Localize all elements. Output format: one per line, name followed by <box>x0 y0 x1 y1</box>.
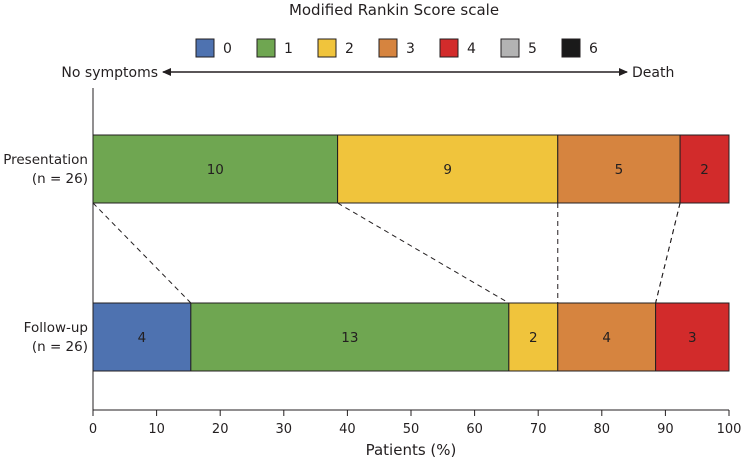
x-tick-label-30: 30 <box>276 422 293 437</box>
legend-label-0: 0 <box>223 41 232 57</box>
legend-label-1: 1 <box>284 41 293 57</box>
connector-score-4 <box>655 202 681 304</box>
scale-left-label: No symptoms <box>61 65 158 81</box>
bar-segment-label-row1-score-4: 3 <box>688 330 697 346</box>
bar-segment-row1-score-0 <box>92 302 192 372</box>
connector-score-4-start <box>655 202 681 304</box>
bar-segment-row0-score-2 <box>337 134 559 204</box>
x-tick-label-90: 90 <box>657 422 674 437</box>
row-label-0-n: (n = 26) <box>32 171 88 187</box>
x-tick-label-70: 70 <box>530 422 547 437</box>
x-tick-label-50: 50 <box>403 422 420 437</box>
bar-segment-row1-score-2 <box>508 302 559 372</box>
bar-segment-label-row0-score-2: 9 <box>443 162 452 178</box>
bar-segment-row0-score-4 <box>679 134 730 204</box>
legend-swatch-5 <box>500 38 520 58</box>
x-axis-title: Patients (%) <box>366 441 457 459</box>
connector-score-1 <box>92 202 192 304</box>
legend-swatch-3 <box>378 38 398 58</box>
row-label-1-name: Follow-up <box>24 320 88 336</box>
x-tick-label-10: 10 <box>148 422 165 437</box>
x-tick-label-60: 60 <box>466 422 483 437</box>
legend: 0 1 2 3 4 5 6 <box>195 38 598 58</box>
bar-segment-label-row0-score-3: 5 <box>615 162 624 178</box>
legend-label-5: 5 <box>528 41 537 57</box>
row-labels: Presentation (n = 26) Follow-up (n = 26) <box>3 152 88 355</box>
row-label-1-n: (n = 26) <box>32 339 88 355</box>
bar-segment-label-row1-score-0: 4 <box>138 330 147 346</box>
legend-label-6: 6 <box>589 41 598 57</box>
x-tick-label-100: 100 <box>717 422 742 437</box>
chart-title: Modified Rankin Score scale <box>289 1 499 19</box>
connector-score-2 <box>337 202 510 304</box>
bar-segment-row1-score-4 <box>655 302 730 372</box>
legend-label-2: 2 <box>345 41 354 57</box>
scale-arrow: No symptoms Death <box>61 65 674 81</box>
legend-swatch-0 <box>195 38 215 58</box>
bar-segment-row1-score-3 <box>557 302 657 372</box>
x-tick-label-40: 40 <box>339 422 356 437</box>
legend-swatch-4 <box>439 38 459 58</box>
bar-segment-label-row0-score-1: 10 <box>207 162 224 178</box>
bar-segment-label-row1-score-1: 13 <box>341 330 358 346</box>
bars: 10 9 5 24 13 2 4 3 <box>92 134 730 372</box>
legend-label-4: 4 <box>467 41 476 57</box>
x-tick-label-20: 20 <box>212 422 229 437</box>
bar-segment-label-row1-score-3: 4 <box>602 330 611 346</box>
connector-lines <box>92 202 681 304</box>
bar-segment-label-row0-score-4: 2 <box>700 162 709 178</box>
x-ticks: 0 10 20 30 40 50 60 70 80 90 100 <box>89 410 742 437</box>
legend-swatch-1 <box>256 38 276 58</box>
legend-swatch-2 <box>317 38 337 58</box>
scale-right-label: Death <box>632 65 674 81</box>
legend-label-3: 3 <box>406 41 415 57</box>
row-label-0-name: Presentation <box>3 152 88 168</box>
bar-segment-row1-score-1 <box>190 302 510 372</box>
bar-segment-label-row1-score-2: 2 <box>529 330 538 346</box>
x-tick-label-0: 0 <box>89 422 97 437</box>
legend-swatch-6 <box>561 38 581 58</box>
x-tick-label-80: 80 <box>594 422 611 437</box>
